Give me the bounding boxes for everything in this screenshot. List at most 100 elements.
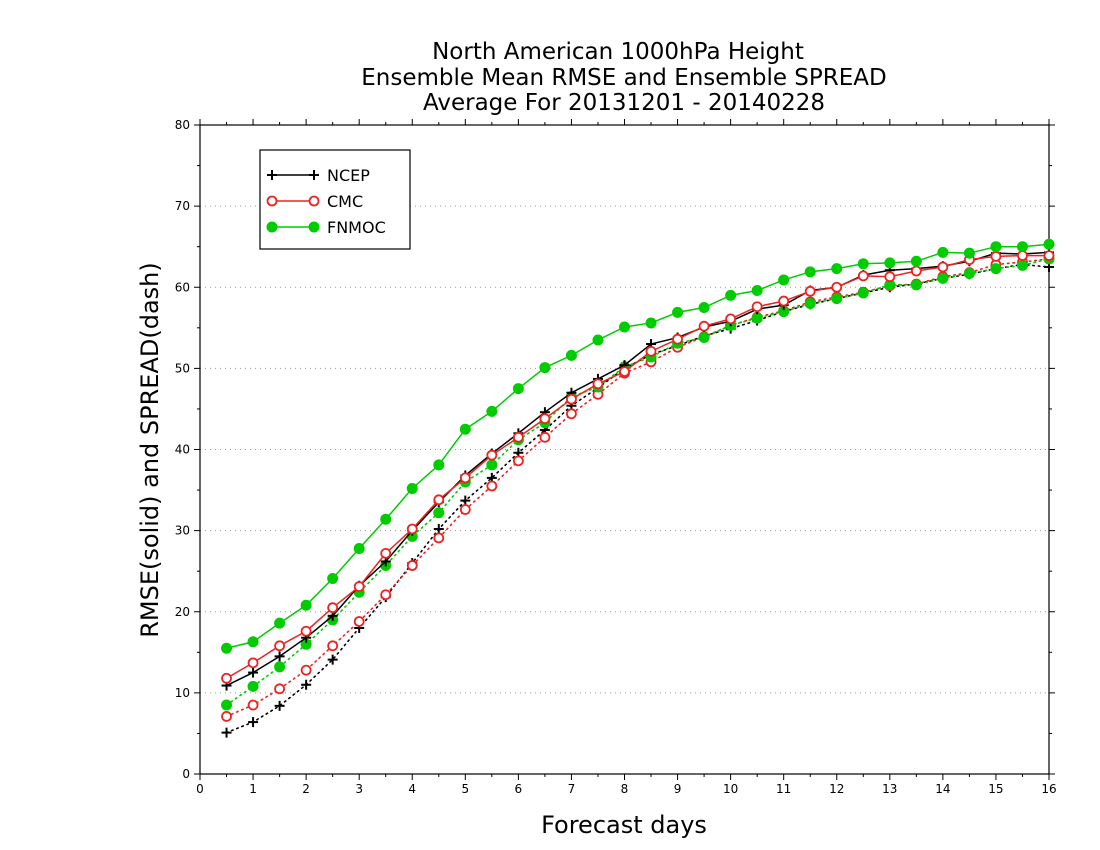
data-point <box>512 383 524 395</box>
x-tick-label: 2 <box>302 782 310 796</box>
data-point <box>353 542 365 554</box>
data-point <box>804 266 816 278</box>
legend-box <box>259 149 411 250</box>
data-point <box>566 408 577 420</box>
data-point <box>539 362 551 374</box>
data-point <box>1017 250 1028 262</box>
data-point <box>645 317 657 329</box>
legend-item-ncep: NCEP <box>267 166 370 185</box>
legend-marker-left <box>266 195 278 207</box>
series-ncep-spread <box>221 259 1054 738</box>
legend-marker-right <box>308 195 320 207</box>
y-tick-label: 40 <box>175 443 190 457</box>
data-point <box>460 495 471 506</box>
data-point <box>327 640 339 652</box>
data-point <box>937 272 949 284</box>
series-ncep-rmse <box>221 247 1054 691</box>
y-tick-label: 20 <box>175 605 190 619</box>
x-tick-label: 10 <box>723 782 738 796</box>
series-line <box>225 263 1050 734</box>
data-point <box>301 679 312 690</box>
data-point <box>751 301 763 313</box>
data-point <box>1016 241 1028 253</box>
data-point <box>619 321 630 333</box>
data-point <box>247 699 259 711</box>
title-line-3: Average For 20131201 - 20140228 <box>423 90 825 116</box>
data-point <box>990 241 1002 253</box>
data-point <box>804 297 816 309</box>
data-point <box>619 366 630 378</box>
data-point <box>910 255 922 267</box>
data-point <box>248 667 259 678</box>
data-point <box>221 727 232 738</box>
data-point <box>248 717 259 728</box>
data-point <box>486 449 498 461</box>
data-point <box>221 672 232 684</box>
series-cmc-rmse <box>221 250 1055 684</box>
legend-marker-left <box>266 221 278 233</box>
data-point <box>937 246 949 258</box>
data-point <box>963 247 975 259</box>
x-tick-label: 11 <box>776 782 791 796</box>
data-point <box>486 405 498 417</box>
data-point <box>937 261 949 273</box>
data-point <box>963 267 975 279</box>
x-tick-label: 7 <box>568 782 576 796</box>
x-tick-label: 6 <box>515 782 523 796</box>
data-point <box>698 332 710 344</box>
data-point <box>247 657 259 669</box>
y-tick-label: 80 <box>175 118 190 132</box>
x-tick-label: 1 <box>249 782 257 796</box>
data-point <box>300 625 312 637</box>
legend: NCEP CMC FNMOC <box>259 149 411 250</box>
data-point <box>698 320 710 332</box>
x-tick-label: 13 <box>882 782 897 796</box>
data-point <box>565 349 577 361</box>
legend-label: CMC <box>327 192 363 211</box>
data-point <box>353 616 365 627</box>
data-point <box>539 431 551 443</box>
x-tick-label: 3 <box>355 782 363 796</box>
data-point <box>327 602 339 614</box>
legend-marker-left <box>267 170 277 180</box>
series-line <box>226 243 1050 649</box>
data-point <box>380 589 392 601</box>
data-point <box>884 257 896 269</box>
title-line-1: North American 1000hPa Height <box>432 39 804 65</box>
data-point <box>433 459 445 471</box>
data-point <box>990 251 1002 262</box>
data-point <box>990 263 1002 275</box>
data-point <box>274 700 285 711</box>
title-line-2: Ensemble Mean RMSE and Ensemble SPREAD <box>361 65 886 91</box>
series-line <box>225 258 1050 706</box>
data-point <box>380 547 392 559</box>
data-point <box>672 306 684 318</box>
data-point <box>274 617 286 629</box>
legend-marker-right <box>308 221 320 233</box>
data-point <box>433 524 444 535</box>
data-point <box>857 258 869 270</box>
series-line <box>225 258 1050 718</box>
data-point <box>433 494 445 506</box>
data-point <box>831 281 843 293</box>
data-point <box>300 664 312 676</box>
legend-item-fnmoc: FNMOC <box>266 218 386 237</box>
y-tick-label: 0 <box>182 767 190 781</box>
data-point <box>592 334 604 346</box>
data-point <box>327 654 338 665</box>
series-fnmoc-rmse <box>221 238 1055 654</box>
data-point <box>247 636 259 648</box>
data-point <box>380 513 392 525</box>
data-point <box>778 274 790 286</box>
data-point <box>592 378 604 390</box>
data-point <box>486 459 498 471</box>
data-point <box>274 661 286 673</box>
data-point <box>406 482 418 494</box>
y-tick-label: 10 <box>175 686 190 700</box>
data-point <box>910 279 922 291</box>
data-point <box>539 413 551 425</box>
data-point <box>884 271 896 283</box>
data-point <box>433 507 445 519</box>
